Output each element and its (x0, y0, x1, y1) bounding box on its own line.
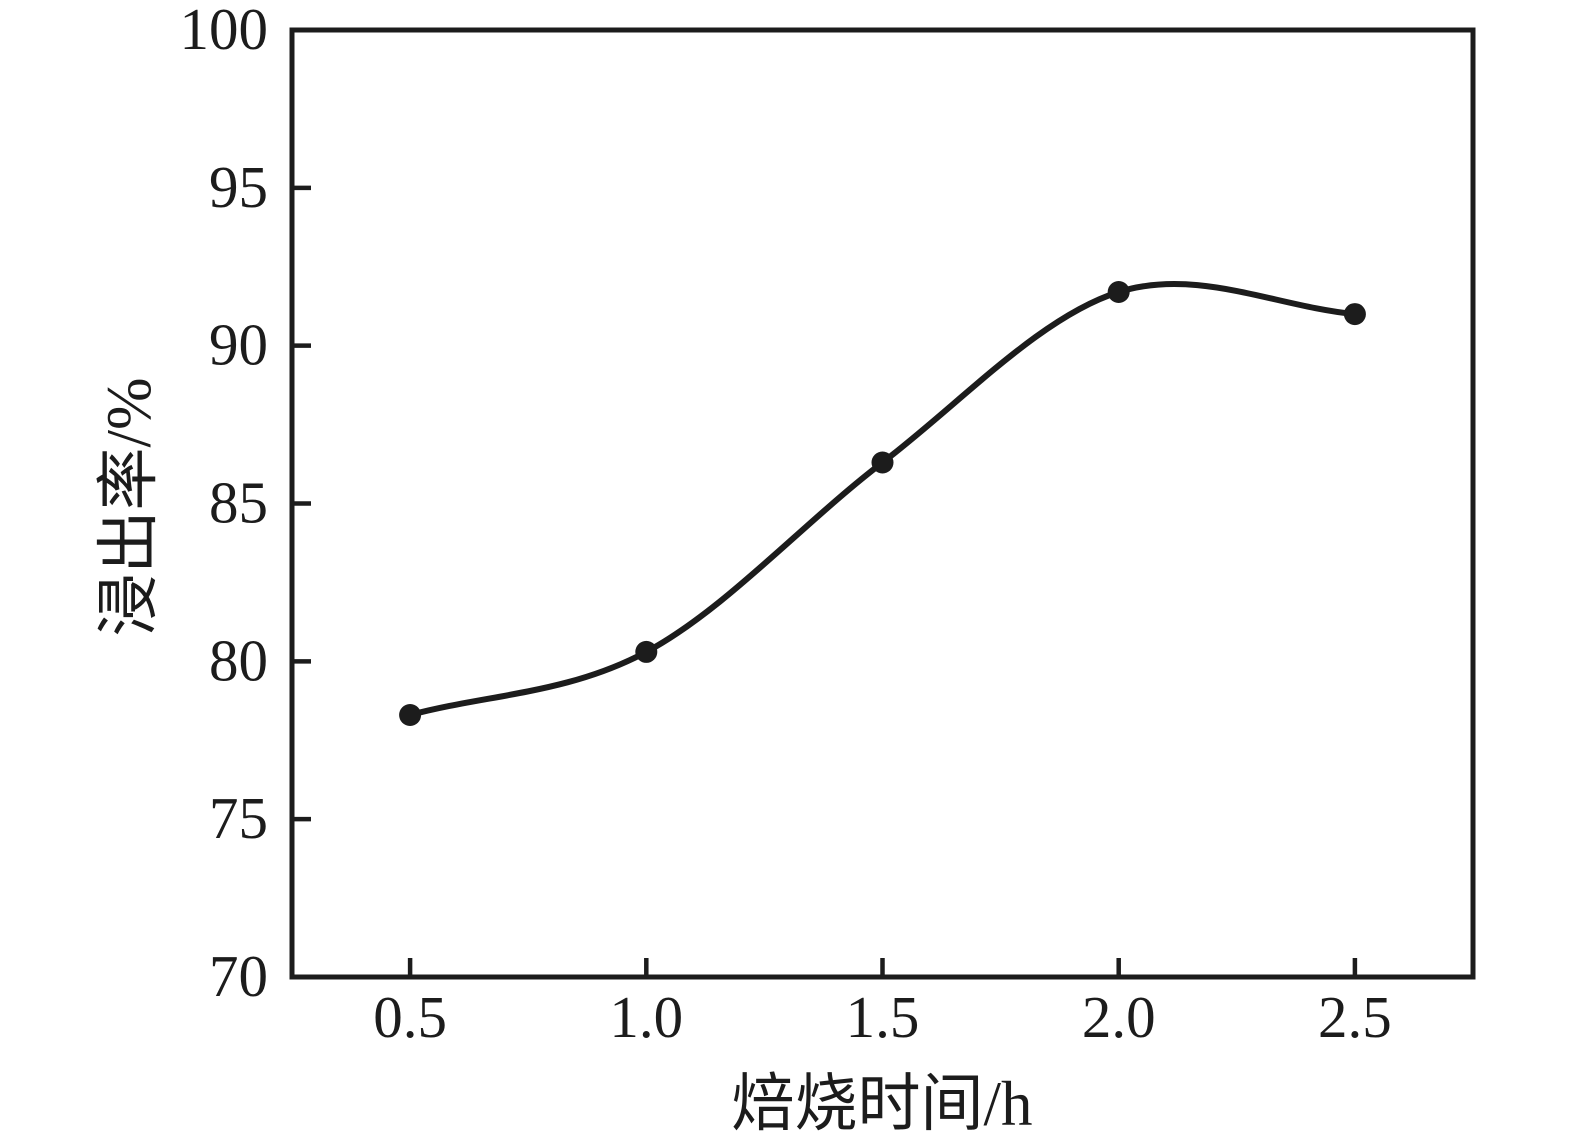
y-tick-label: 70 (209, 943, 268, 1009)
y-tick-label: 95 (209, 154, 268, 220)
x-tick-label: 2.0 (1082, 984, 1156, 1050)
data-point-marker (399, 704, 422, 726)
plot-area: 0.5 1.0 1.5 2.0 2.5 70 75 80 85 90 95 100 (180, 0, 1476, 1050)
y-tick-label: 85 (209, 470, 268, 536)
y-tick-label: 100 (180, 0, 269, 62)
data-curve (409, 280, 1356, 718)
data-point-marker (871, 451, 894, 474)
y-axis-label: 浸出率/% (94, 378, 164, 637)
data-point-marker (635, 640, 658, 663)
x-axis-label: 焙烧时间/h (731, 1069, 1032, 1139)
x-tick-label: 1.5 (846, 984, 920, 1050)
y-tick-label: 80 (209, 627, 268, 693)
x-tick-label: 2.5 (1318, 984, 1392, 1050)
y-tick-label: 90 (209, 312, 268, 378)
plot-frame (289, 27, 1476, 980)
data-point-marker (1107, 281, 1130, 303)
data-point-marker (1343, 303, 1366, 326)
x-tick-label: 0.5 (373, 984, 447, 1050)
y-tick-label: 75 (209, 785, 268, 851)
x-tick-label: 1.0 (609, 984, 683, 1050)
